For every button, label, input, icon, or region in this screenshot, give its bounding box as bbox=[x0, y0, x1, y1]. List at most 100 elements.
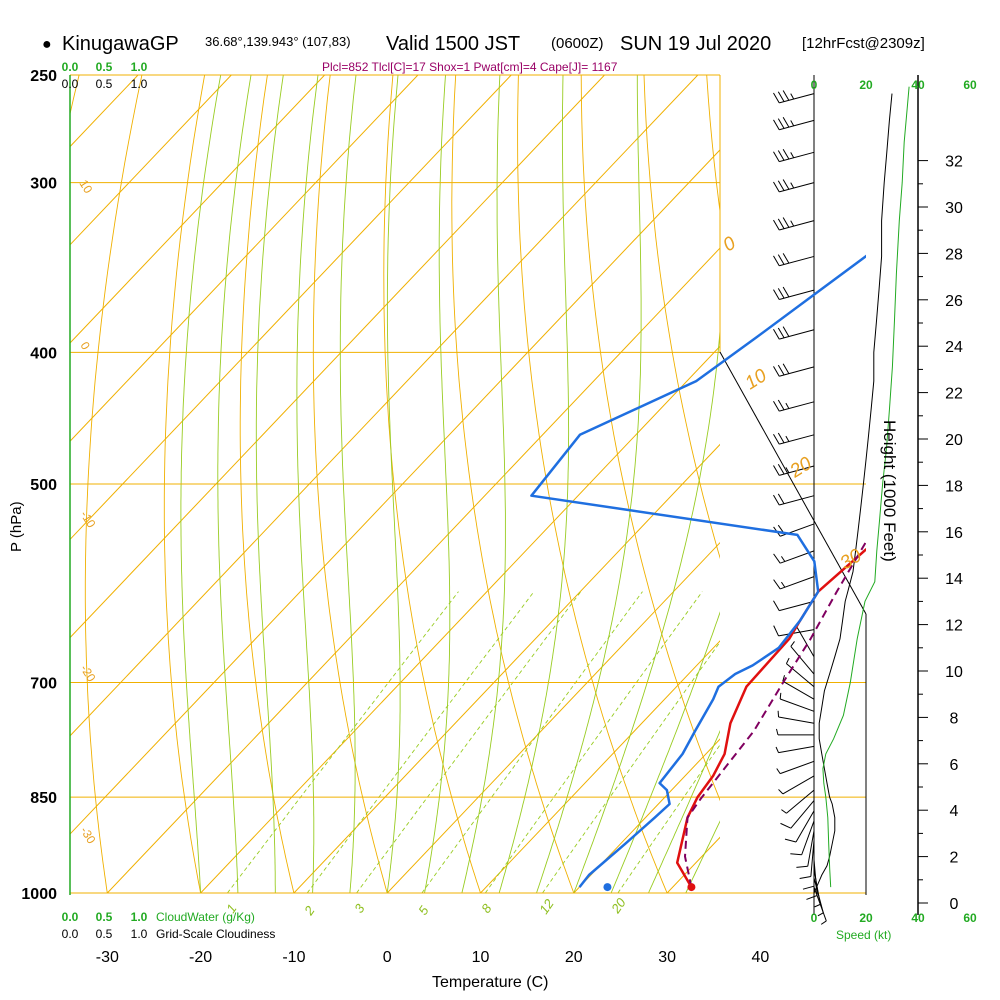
height-tick-label: 28 bbox=[945, 246, 963, 263]
surface-markers bbox=[603, 883, 696, 892]
cloudiness-tick-top: 0.0 bbox=[62, 77, 79, 91]
mixing-ratio-line bbox=[306, 591, 535, 894]
moist-adiabat-line bbox=[180, 75, 222, 894]
mixing-ratio-line bbox=[484, 591, 703, 894]
wind-barb bbox=[773, 217, 815, 231]
wind-barb bbox=[777, 710, 815, 724]
title-coords: 36.68°,139.943° (107,83) bbox=[205, 34, 351, 49]
x-tick-label: 10 bbox=[472, 949, 490, 966]
dry-adiabat-label: -20 bbox=[77, 662, 98, 684]
wind-speed-tick-bottom: 40 bbox=[911, 911, 925, 925]
isotherm-line bbox=[70, 75, 419, 442]
wind-barb bbox=[773, 90, 815, 104]
moist-adiabat-line bbox=[424, 75, 451, 894]
cloudwater-tick-bottom: 0.5 bbox=[96, 910, 113, 924]
height-tick-label: 24 bbox=[945, 339, 963, 356]
moist-adiabat-line bbox=[339, 75, 357, 894]
wind-barb bbox=[773, 432, 815, 445]
dry-adiabat-line bbox=[958, 75, 1000, 893]
title-forecast: [12hrFcst@2309z] bbox=[802, 35, 925, 52]
cloudiness-axis-title: Grid-Scale Cloudiness bbox=[156, 927, 275, 941]
moist-adiabat-line bbox=[610, 611, 720, 894]
height-tick-label: 18 bbox=[945, 478, 963, 495]
height-tick-label: 16 bbox=[945, 525, 963, 542]
wind-barb bbox=[773, 493, 815, 506]
height-tick-label: 0 bbox=[950, 896, 959, 913]
wind-barb bbox=[780, 800, 815, 829]
wind-speed-axis-title: Speed (kt) bbox=[836, 928, 891, 942]
wind-speed-tick-bottom: 20 bbox=[859, 911, 873, 925]
y-tick-label: 850 bbox=[30, 790, 57, 807]
wind-barb bbox=[776, 728, 814, 736]
height-tick-label: 8 bbox=[950, 710, 959, 727]
wind-speed-tick-top: 60 bbox=[963, 78, 977, 92]
title-station: KinugawaGP bbox=[62, 33, 179, 55]
moist-adiabat-line bbox=[648, 729, 720, 894]
wind-barb bbox=[781, 789, 815, 814]
dry-adiabat-line bbox=[580, 75, 720, 802]
cloudwater-axis-title: CloudWater (g/Kg) bbox=[156, 910, 255, 924]
wind-barb bbox=[775, 745, 815, 754]
dry-adiabat-label: -10 bbox=[77, 508, 98, 530]
dry-adiabat-label: -30 bbox=[77, 824, 98, 846]
x-tick-label: -20 bbox=[189, 949, 212, 966]
moist-adiabat-line bbox=[573, 325, 720, 894]
height-tick-label: 30 bbox=[945, 200, 963, 217]
wind-barb bbox=[773, 326, 815, 340]
wind-barb bbox=[790, 820, 815, 856]
wind-barb bbox=[773, 363, 815, 377]
x-tick-label: 40 bbox=[752, 949, 770, 966]
dry-adiabat-line bbox=[517, 75, 668, 894]
wind-barb bbox=[778, 775, 815, 795]
cloudiness-tick-bottom: 0.0 bbox=[62, 927, 79, 941]
wind-barb bbox=[782, 675, 815, 700]
wind-barb bbox=[773, 576, 815, 590]
wind-speed-profile-line bbox=[813, 93, 893, 894]
moist-adiabat-line bbox=[536, 75, 642, 894]
height-tick-label: 26 bbox=[945, 293, 963, 310]
isotherm-line bbox=[854, 75, 1000, 893]
mixing-ratio-line bbox=[617, 744, 720, 894]
y-tick-label: 400 bbox=[30, 345, 57, 362]
mixing-ratio-label: 3 bbox=[351, 901, 368, 916]
wind-speed-tick-bottom: 0 bbox=[811, 911, 818, 925]
wind-barb bbox=[773, 148, 815, 163]
moist-adiabat-line bbox=[498, 75, 570, 894]
mixing-ratio-label: 5 bbox=[415, 903, 432, 918]
moist-adiabat-line bbox=[386, 75, 401, 894]
height-tick-label: 22 bbox=[945, 386, 963, 403]
cloud-water-profile bbox=[822, 86, 910, 888]
cloudiness-tick-bottom: 0.5 bbox=[96, 927, 113, 941]
isotherm-line bbox=[386, 541, 720, 894]
moist-adiabat-line bbox=[217, 75, 252, 894]
moist-adiabat-line bbox=[255, 75, 284, 893]
wind-barb bbox=[773, 179, 815, 193]
wind-barb bbox=[785, 657, 815, 688]
y-axis-title: P (hPa) bbox=[8, 501, 25, 552]
sounding-parameters: Plcl=852 Tlcl[C]=17 Shox=1 Pwat[cm]=4 Ca… bbox=[322, 60, 618, 74]
dry-adiabat-line bbox=[163, 75, 206, 894]
x-tick-label: 30 bbox=[658, 949, 676, 966]
isotherm-line bbox=[70, 75, 325, 344]
mixing-ratio-label: 2 bbox=[301, 903, 318, 919]
x-tick-label: 0 bbox=[383, 949, 392, 966]
wind-barb bbox=[776, 760, 815, 775]
height-tick-label: 14 bbox=[945, 571, 963, 588]
wind-speed-tick-top: 40 bbox=[911, 78, 925, 92]
height-tick-label: 10 bbox=[945, 664, 963, 681]
moist-adiabat-label: 0 bbox=[720, 233, 740, 257]
cloudiness-tick-top: 1.0 bbox=[131, 77, 148, 91]
y-tick-label: 1000 bbox=[21, 886, 57, 903]
wind-barb bbox=[799, 840, 815, 879]
wind-barb bbox=[773, 117, 815, 131]
mixing-ratio-lines bbox=[227, 591, 720, 894]
wind-speed-tick-top: 0 bbox=[811, 78, 818, 92]
cloudiness-tick-top: 0.5 bbox=[96, 77, 113, 91]
x-tick-label: 20 bbox=[565, 949, 583, 966]
wind-barb bbox=[773, 600, 815, 612]
height-tick-label: 2 bbox=[950, 850, 959, 867]
chart-title: ● KinugawaGP 36.68°,139.943° (107,83) Va… bbox=[42, 33, 925, 55]
isotherm-line bbox=[70, 75, 232, 246]
wind-barb bbox=[773, 286, 815, 300]
x-tick-label: -10 bbox=[282, 949, 305, 966]
